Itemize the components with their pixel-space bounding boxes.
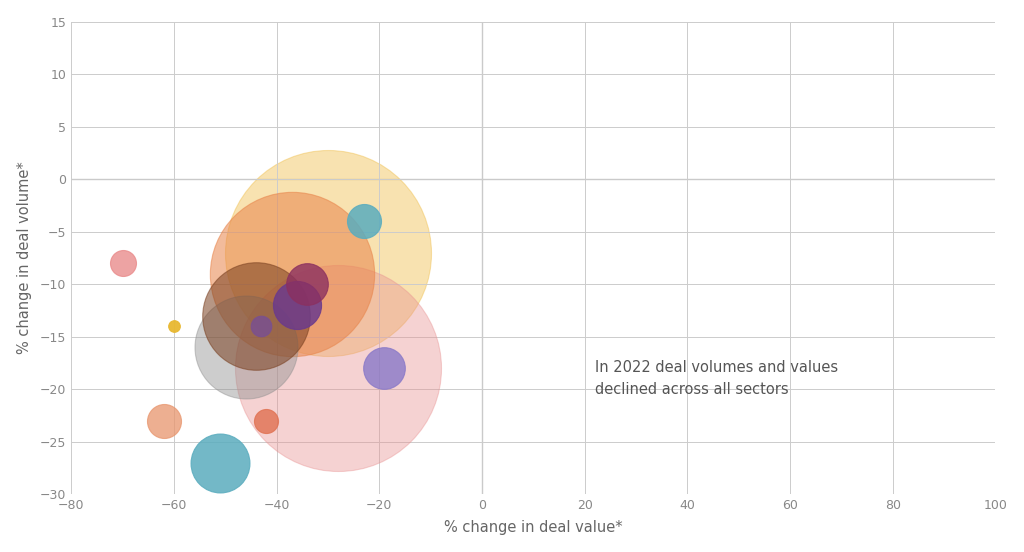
Y-axis label: % change in deal volume*: % change in deal volume* (16, 162, 32, 354)
Point (156, 416, 172, 425)
Point (212, 458, 228, 467)
Point (376, 364, 392, 373)
Point (115, 259, 131, 268)
Point (289, 301, 305, 310)
Point (258, 416, 274, 425)
Point (330, 364, 346, 373)
Point (238, 343, 254, 352)
Point (355, 217, 372, 226)
Point (319, 248, 336, 257)
Point (166, 322, 182, 331)
Point (253, 322, 269, 331)
Text: In 2022 deal volumes and values
declined across all sectors: In 2022 deal volumes and values declined… (595, 360, 838, 397)
Point (284, 269, 300, 278)
Point (248, 311, 264, 320)
Point (299, 280, 315, 289)
X-axis label: % change in deal value*: % change in deal value* (444, 521, 623, 535)
